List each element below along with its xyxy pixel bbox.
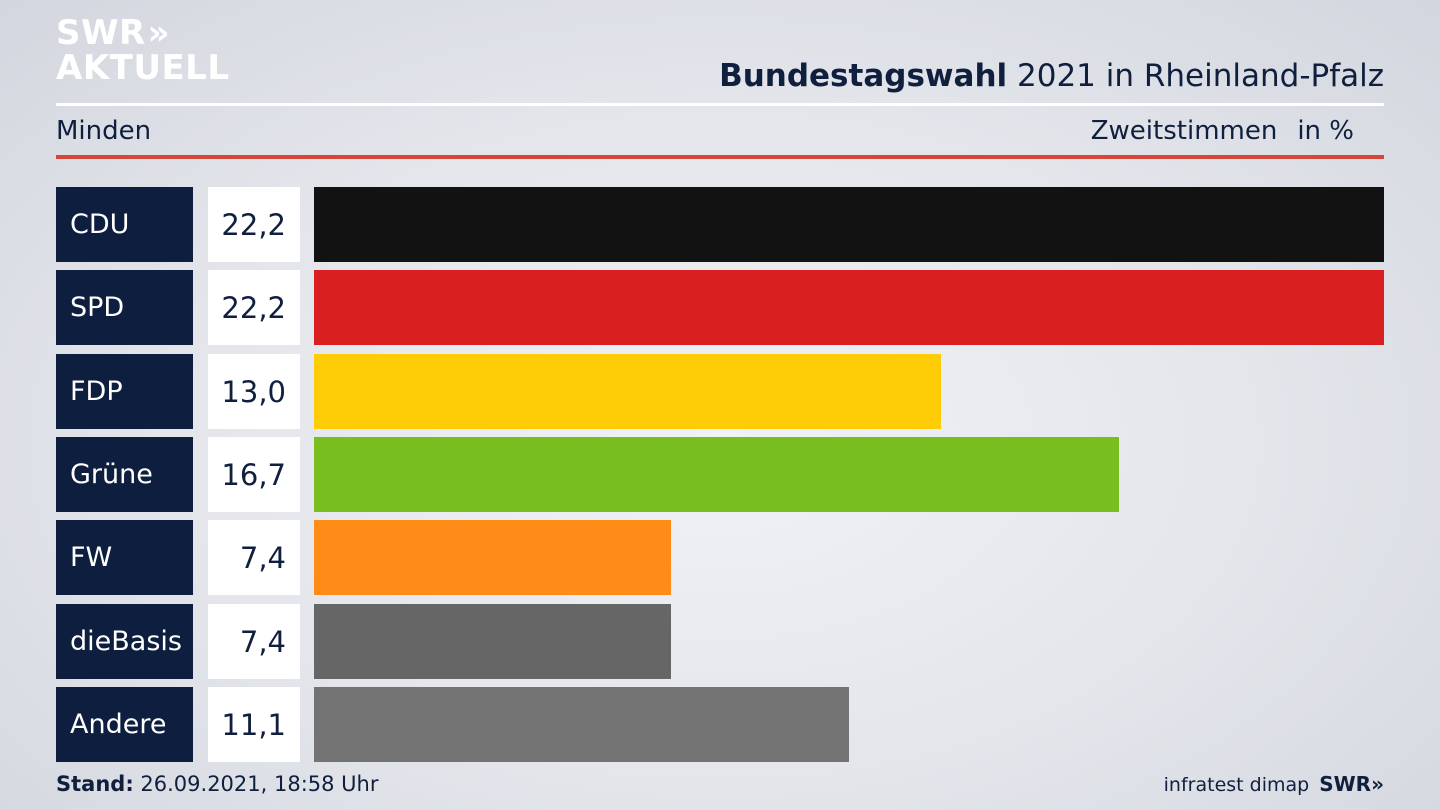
- bar: [314, 187, 1384, 262]
- chart-row: dieBasis 7,4: [56, 604, 1384, 679]
- value-label: 7,4: [208, 604, 300, 679]
- source-credit: infratest dimap SWR»: [1164, 772, 1384, 796]
- chart-row: FW 7,4: [56, 520, 1384, 595]
- party-label: dieBasis: [56, 604, 193, 679]
- value-label: 7,4: [208, 520, 300, 595]
- chart-row: FDP 13,0: [56, 354, 1384, 429]
- value-label: 13,0: [208, 354, 300, 429]
- timestamp: Stand: 26.09.2021, 18:58 Uhr: [56, 772, 379, 796]
- region-label: Minden: [56, 116, 152, 146]
- party-label: Grüne: [56, 437, 193, 512]
- stand-label: Stand:: [56, 772, 134, 796]
- header-divider: [56, 103, 1384, 106]
- chart-row: SPD 22,2: [56, 270, 1384, 345]
- bar: [314, 604, 671, 679]
- page-title: Bundestagswahl 2021 in Rheinland-Pfalz: [719, 58, 1384, 94]
- party-label: Andere: [56, 687, 193, 762]
- bar: [314, 687, 849, 762]
- logo-swr-text: SWR: [56, 13, 146, 53]
- metric-label: Zweitstimmen in %: [1091, 116, 1354, 146]
- value-label: 22,2: [208, 187, 300, 262]
- accent-divider: [56, 155, 1384, 159]
- stand-value: 26.09.2021, 18:58 Uhr: [133, 772, 379, 796]
- party-label: SPD: [56, 270, 193, 345]
- chart-row: Andere 11,1: [56, 687, 1384, 762]
- swr-aktuell-logo: SWR» AKTUELL: [56, 16, 230, 86]
- unit-label: in %: [1297, 116, 1354, 146]
- chart-row: Grüne 16,7: [56, 437, 1384, 512]
- party-label: FW: [56, 520, 193, 595]
- bar: [314, 437, 1119, 512]
- value-label: 22,2: [208, 270, 300, 345]
- value-label: 16,7: [208, 437, 300, 512]
- title-rest: 2021 in Rheinland-Pfalz: [1007, 58, 1384, 94]
- bar: [314, 270, 1384, 345]
- chart-row: CDU 22,2: [56, 187, 1384, 262]
- party-label: CDU: [56, 187, 193, 262]
- metric-name: Zweitstimmen: [1090, 116, 1278, 146]
- bar: [314, 354, 941, 429]
- party-label: FDP: [56, 354, 193, 429]
- value-label: 11,1: [208, 687, 300, 762]
- logo-aktuell-text: AKTUELL: [56, 48, 230, 88]
- title-bold: Bundestagswahl: [719, 58, 1008, 94]
- source-label: infratest dimap: [1163, 774, 1310, 796]
- bar: [314, 520, 671, 595]
- swr-brand-mark: SWR»: [1319, 772, 1384, 796]
